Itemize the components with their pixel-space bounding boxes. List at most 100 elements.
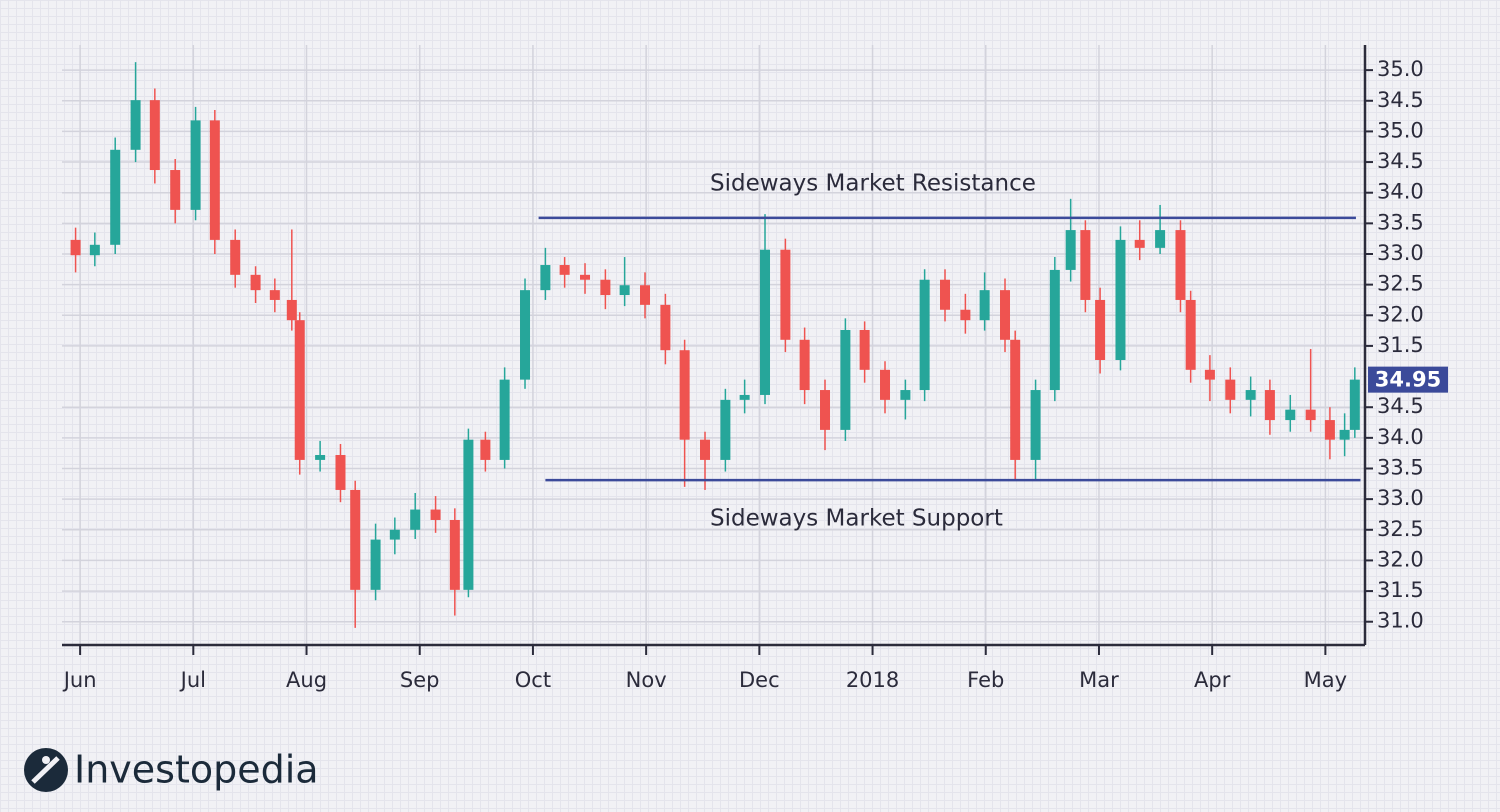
candle-body: [315, 455, 326, 460]
x-tick-label: Mar: [1079, 668, 1119, 692]
logo: Investopedia: [24, 748, 319, 792]
candle-body: [1264, 390, 1275, 421]
candle-body: [1115, 239, 1126, 361]
candle-body: [499, 379, 510, 460]
candle-body: [700, 439, 711, 460]
candle-body: [430, 509, 441, 520]
candle-body: [1204, 369, 1215, 380]
y-tick-label: 34.0: [1377, 425, 1424, 449]
y-tick-label: 33.5: [1377, 210, 1424, 234]
candle-body: [1000, 290, 1011, 340]
y-tick-label: 33.0: [1377, 241, 1424, 265]
brand: Investopedia: [74, 748, 319, 792]
candle-body: [1095, 299, 1106, 361]
x-tick-label: Nov: [626, 668, 667, 692]
candle-body: [480, 439, 491, 460]
candle-body: [149, 100, 160, 171]
x-tick-label: Jul: [179, 668, 206, 692]
candle-body: [389, 529, 400, 540]
candle-body: [679, 350, 690, 440]
annotation: Sideways Market Support: [710, 506, 1003, 532]
candle-body: [269, 290, 280, 300]
candle-body: [230, 239, 241, 275]
candle-body: [739, 394, 750, 400]
candle-body: [799, 339, 810, 391]
x-tick-label: Aug: [286, 668, 327, 692]
candle-body: [1305, 409, 1316, 421]
x-tick-label: 2018: [846, 668, 899, 692]
candle-body: [1225, 379, 1236, 400]
y-tick-label: 32.5: [1377, 272, 1424, 296]
candle-body: [1175, 230, 1186, 300]
candle-body: [335, 455, 346, 490]
candle-body: [1245, 390, 1256, 400]
candle-body: [760, 249, 771, 395]
candle-body: [1010, 339, 1021, 460]
price-tag-label: 34.95: [1375, 368, 1441, 392]
x-tick-label: Oct: [515, 668, 551, 692]
candle-body: [520, 290, 531, 380]
candle-body: [410, 509, 421, 530]
y-tick-label: 34.5: [1377, 149, 1424, 173]
candle-body: [1134, 239, 1145, 248]
candle-body: [1339, 429, 1350, 440]
logo-dot: [42, 756, 50, 764]
candle-body: [250, 274, 261, 291]
y-tick-label: 35.0: [1377, 57, 1424, 81]
candle-body: [1285, 409, 1296, 421]
logo-stroke: [31, 756, 60, 784]
candle-body: [130, 100, 141, 150]
candle-body: [780, 249, 791, 340]
y-tick-label: 33.5: [1377, 455, 1424, 479]
candle-body: [286, 299, 297, 321]
candle-body: [350, 489, 361, 590]
candle-body: [600, 279, 611, 296]
candle-body: [1185, 299, 1196, 370]
x-tick-label: Feb: [967, 668, 1004, 692]
candle-body: [919, 279, 930, 391]
candle-body: [70, 239, 81, 256]
candle-body: [294, 320, 305, 460]
x-tick-label: Apr: [1194, 668, 1231, 692]
annotation: Sideways Market Resistance: [710, 170, 1036, 196]
candle-body: [720, 399, 731, 460]
y-tick-label: 32.5: [1377, 517, 1424, 541]
y-tick-label: 32.0: [1377, 302, 1424, 326]
candle-body: [540, 265, 551, 291]
candle-body: [580, 274, 591, 280]
candle-body: [370, 539, 381, 590]
x-tick-label: Sep: [400, 668, 440, 692]
candle-body: [1030, 390, 1041, 460]
candle-body: [170, 170, 181, 210]
candle-body: [1065, 230, 1076, 270]
candle-body: [89, 244, 100, 256]
candle-body: [900, 390, 911, 400]
y-tick-label: 31.5: [1377, 333, 1424, 357]
y-tick-label: 31.5: [1377, 578, 1424, 602]
y-tick-label: 32.0: [1377, 547, 1424, 571]
candle-body: [449, 519, 460, 590]
candle-body: [880, 369, 891, 400]
candle-body: [619, 285, 630, 296]
candle-body: [640, 285, 651, 305]
y-tick-label: 33.0: [1377, 486, 1424, 510]
y-tick-label: 34.5: [1377, 88, 1424, 112]
candle-body: [979, 290, 990, 321]
x-tick-label: Jun: [62, 668, 97, 692]
y-tick-label: 34.0: [1377, 180, 1424, 204]
candle-body: [940, 279, 951, 310]
candle-body: [1080, 230, 1091, 300]
candle-body: [660, 304, 671, 351]
y-tick-label: 31.0: [1377, 609, 1424, 633]
candle-body: [820, 390, 831, 430]
x-tick-label: Dec: [739, 668, 780, 692]
x-tick-label: May: [1304, 668, 1347, 692]
candle-body: [1349, 379, 1360, 430]
candle-body: [960, 309, 971, 321]
y-tick-label: 34.5: [1377, 394, 1424, 418]
candle-body: [859, 329, 870, 370]
candle-body: [190, 120, 201, 210]
candle-body: [1324, 420, 1335, 440]
